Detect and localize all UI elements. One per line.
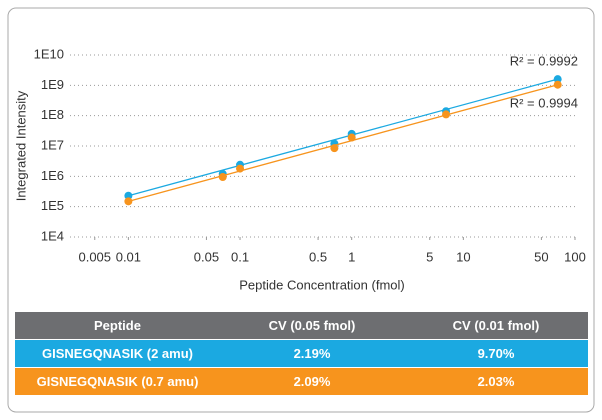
point [553, 75, 562, 84]
point [442, 110, 451, 119]
x-tick-label: 0.01 [116, 249, 141, 264]
cell: 2.09% [294, 374, 331, 389]
y-tick-label: 1E8 [41, 107, 64, 122]
table-row [15, 340, 588, 367]
x-tick-label: 50 [534, 249, 548, 264]
y-tick-label: 1E6 [41, 168, 64, 183]
cell: 2.19% [294, 346, 331, 361]
cell: 2.03% [478, 374, 515, 389]
point [330, 144, 339, 153]
y-axis-label: Integrated Intensity [13, 90, 28, 201]
y-tick-label: 1E7 [41, 137, 64, 152]
x-tick-label: 10 [456, 249, 470, 264]
annotation: R² = 0.9994 [510, 95, 578, 110]
trend-line [128, 78, 558, 197]
annotation: R² = 0.9992 [510, 53, 578, 68]
point [124, 197, 133, 206]
cell: 9.70% [478, 346, 515, 361]
trend-line [128, 84, 558, 202]
x-tick-label: 0.05 [194, 249, 219, 264]
point [124, 191, 133, 200]
x-tick-label: 0.005 [78, 249, 111, 264]
table-row [15, 368, 588, 395]
point [218, 173, 227, 182]
cell: GISNEGQNASIK (2 amu) [42, 346, 193, 361]
point [553, 80, 562, 89]
table-row [15, 312, 588, 339]
y-tick-label: 1E9 [41, 77, 64, 92]
point [347, 133, 356, 142]
y-tick-label: 1E4 [41, 228, 64, 243]
y-tick-label: 1E10 [34, 46, 64, 61]
x-axis-label: Peptide Concentration (fmol) [239, 277, 404, 292]
header-cell: CV (0.05 fmol) [269, 318, 356, 333]
header-cell: CV (0.01 fmol) [453, 318, 540, 333]
header-cell: Peptide [94, 318, 141, 333]
x-tick-label: 100 [564, 249, 586, 264]
x-tick-label: 0.1 [231, 249, 249, 264]
x-tick-label: 5 [426, 249, 433, 264]
cell: GISNEGQNASIK (0.7 amu) [37, 374, 199, 389]
x-tick-label: 0.5 [309, 249, 327, 264]
x-tick-label: 1 [348, 249, 355, 264]
point [236, 164, 245, 173]
y-tick-label: 1E5 [41, 198, 64, 213]
